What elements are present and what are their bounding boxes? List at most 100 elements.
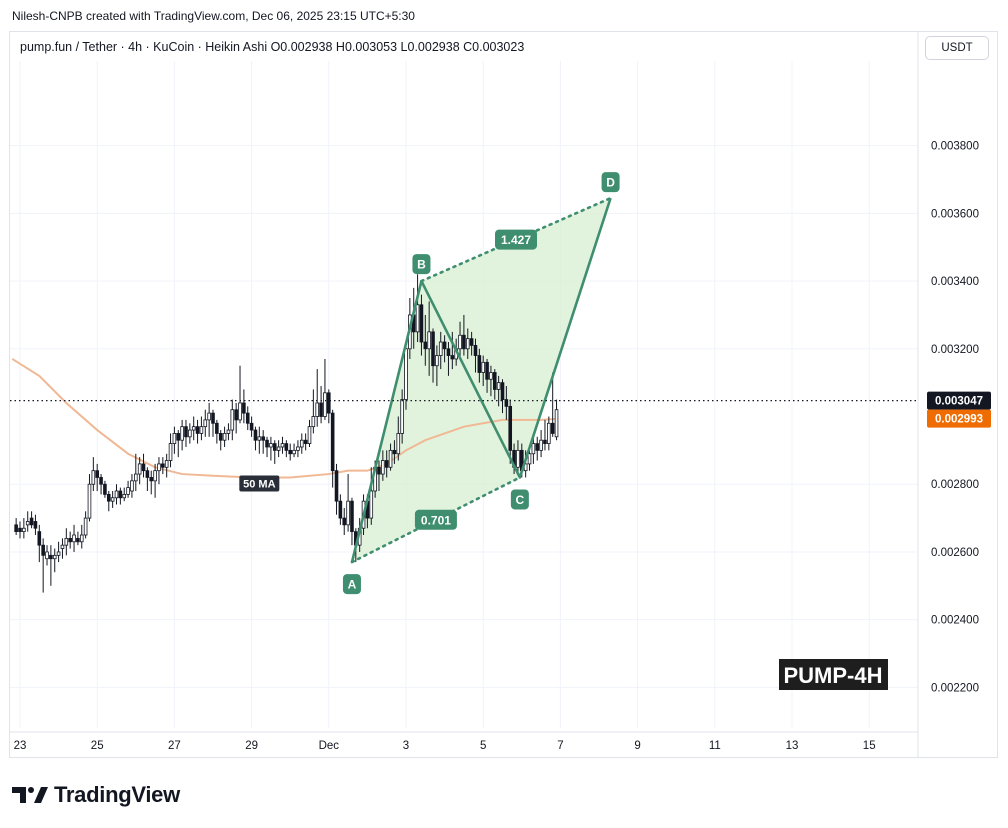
candle: [68, 531, 72, 549]
candle: [29, 511, 34, 529]
candle-body: [489, 372, 493, 380]
candle: [315, 369, 320, 427]
x-tick-label: 13: [786, 740, 799, 752]
candle: [462, 314, 466, 356]
xab-triangle: [351, 281, 520, 563]
point-label-d-text: D: [606, 176, 615, 190]
candle: [52, 548, 57, 573]
candle-body: [346, 500, 350, 526]
candle: [172, 426, 177, 454]
candle-body: [504, 399, 509, 407]
candle: [496, 375, 501, 407]
candle-body: [153, 470, 157, 482]
x-tick-label: 11: [709, 740, 721, 752]
candle-body: [253, 429, 258, 441]
candle: [392, 440, 397, 464]
candle-body: [110, 497, 115, 502]
candle-body: [299, 439, 304, 448]
candle-body: [99, 477, 103, 485]
candle: [280, 436, 285, 454]
candle: [14, 518, 18, 536]
candle: [508, 399, 513, 464]
candle-body: [450, 355, 455, 360]
candle: [83, 511, 88, 539]
candle-body: [311, 416, 316, 428]
candle-body: [350, 500, 354, 533]
candle-body: [41, 544, 45, 556]
candle: [141, 453, 146, 478]
candle-body: [334, 470, 339, 502]
candle-body: [238, 402, 242, 421]
last-price-line: 0.003047 0.002993: [10, 391, 991, 428]
bd-ratio-line: [420, 196, 612, 283]
candle-body: [535, 443, 540, 451]
ma-50-line: [11, 358, 557, 479]
time-axis[interactable]: 23 25 27 29 Dec 3 5 7 9 11 13 15: [10, 731, 918, 752]
ratio-label-bg: [495, 229, 538, 250]
candle: [76, 531, 80, 546]
point-label-c: C: [510, 489, 529, 510]
candle: [550, 372, 555, 437]
chart-frame: [9, 31, 998, 758]
candle-body: [118, 490, 123, 499]
symbol-legend[interactable]: pump.fun / Tether · 4h · KuCoin · Heikin…: [20, 40, 525, 54]
candle-body: [415, 304, 420, 333]
candle: [145, 467, 150, 491]
candle: [161, 457, 165, 475]
grid: [10, 61, 918, 728]
ratio-label-text: 0.701: [421, 513, 451, 527]
candle-body: [458, 334, 462, 350]
candle: [369, 467, 374, 525]
candle-body: [404, 348, 408, 400]
candle-body: [288, 449, 292, 455]
candle-body: [37, 531, 42, 546]
candle-body: [25, 521, 30, 526]
candle-body: [95, 470, 100, 478]
candle: [126, 480, 130, 498]
candle: [130, 474, 134, 498]
candle-body: [284, 443, 289, 451]
candle-body: [442, 341, 447, 350]
candle-body: [68, 537, 72, 543]
candle-body: [342, 517, 347, 526]
candle-body: [427, 331, 431, 350]
candle-body: [56, 551, 61, 556]
candle: [25, 511, 30, 532]
candle: [377, 460, 381, 491]
candle-body: [122, 493, 127, 499]
candle-body: [292, 449, 296, 455]
moving-average-line: [11, 358, 557, 479]
point-label-a: A: [342, 574, 361, 595]
candle-body: [396, 433, 401, 455]
candle-body: [392, 449, 397, 455]
candle: [245, 406, 250, 431]
candle-body: [141, 463, 146, 472]
candle: [72, 524, 76, 552]
candle: [323, 358, 327, 420]
candle-body: [326, 392, 331, 414]
candle: [458, 321, 462, 359]
candle: [87, 474, 92, 522]
tradingview-footer[interactable]: TradingView: [12, 781, 180, 809]
price-axis[interactable]: 0.003800 0.003600 0.003400 0.003200 0.002800…: [917, 31, 979, 758]
candle-body: [226, 429, 231, 434]
candle-body: [195, 426, 200, 434]
candle: [299, 433, 304, 454]
candle: [554, 399, 559, 441]
currency-button[interactable]: USDT: [925, 36, 989, 60]
candle: [469, 331, 474, 356]
harmonic-pattern-fill: [351, 198, 611, 563]
candle-body: [257, 436, 262, 441]
candle: [103, 480, 107, 498]
candle: [450, 331, 455, 370]
candle: [516, 440, 520, 475]
candle: [319, 386, 323, 424]
candle-body: [29, 517, 34, 526]
candle-body: [477, 355, 482, 373]
ma-label-bg: [239, 475, 280, 492]
candle-body: [438, 341, 443, 356]
candle-body: [83, 517, 88, 536]
point-label-d: D: [601, 172, 620, 193]
candle: [22, 518, 26, 539]
